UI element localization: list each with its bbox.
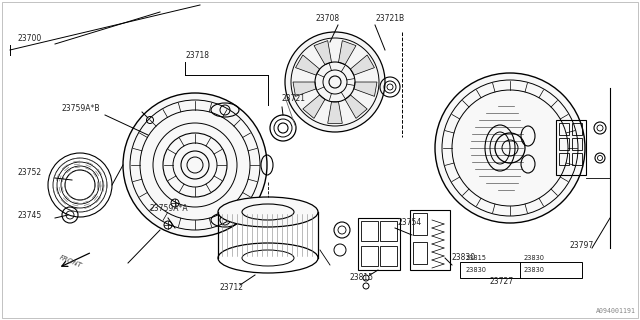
Text: 23708: 23708 xyxy=(316,13,340,22)
Text: 23752: 23752 xyxy=(18,167,42,177)
Bar xyxy=(380,246,397,266)
Text: 23830: 23830 xyxy=(466,267,487,273)
Polygon shape xyxy=(345,95,367,118)
Text: 23712: 23712 xyxy=(220,284,244,292)
Polygon shape xyxy=(350,55,374,75)
Ellipse shape xyxy=(218,197,318,227)
Text: 23759A*A: 23759A*A xyxy=(150,204,189,212)
Polygon shape xyxy=(293,82,316,96)
Bar xyxy=(410,210,450,270)
Bar xyxy=(572,138,582,150)
Text: 23721B: 23721B xyxy=(375,13,404,22)
Bar xyxy=(572,123,582,135)
Circle shape xyxy=(435,73,585,223)
Bar xyxy=(559,153,569,165)
Text: A094001191: A094001191 xyxy=(596,308,636,314)
Circle shape xyxy=(123,93,267,237)
Bar xyxy=(460,262,582,278)
Text: 23727: 23727 xyxy=(490,277,514,286)
Text: 23830: 23830 xyxy=(524,255,545,261)
Text: FRONT: FRONT xyxy=(58,255,83,269)
Text: 23718: 23718 xyxy=(185,51,209,60)
Bar xyxy=(358,218,400,270)
Circle shape xyxy=(285,32,385,132)
Text: 23797: 23797 xyxy=(570,241,594,250)
Bar xyxy=(413,213,427,235)
Polygon shape xyxy=(314,41,332,65)
Text: 23721: 23721 xyxy=(282,93,306,102)
Text: 23815: 23815 xyxy=(466,255,487,261)
Bar xyxy=(556,120,586,175)
Text: 23745: 23745 xyxy=(18,211,42,220)
Polygon shape xyxy=(339,41,356,65)
Text: 23700: 23700 xyxy=(18,34,42,43)
Polygon shape xyxy=(354,82,377,96)
Text: 23815: 23815 xyxy=(350,274,374,283)
Bar xyxy=(380,221,397,241)
Bar xyxy=(572,153,582,165)
Polygon shape xyxy=(296,55,319,75)
Polygon shape xyxy=(303,95,325,118)
Bar xyxy=(361,221,378,241)
Bar xyxy=(361,246,378,266)
Bar xyxy=(559,123,569,135)
Text: 23754: 23754 xyxy=(398,218,422,227)
Text: 23759A*B: 23759A*B xyxy=(62,103,100,113)
Text: 23830: 23830 xyxy=(452,253,476,262)
Polygon shape xyxy=(328,102,342,124)
Text: 23830: 23830 xyxy=(524,267,545,273)
Bar xyxy=(413,242,427,264)
Bar xyxy=(559,138,569,150)
